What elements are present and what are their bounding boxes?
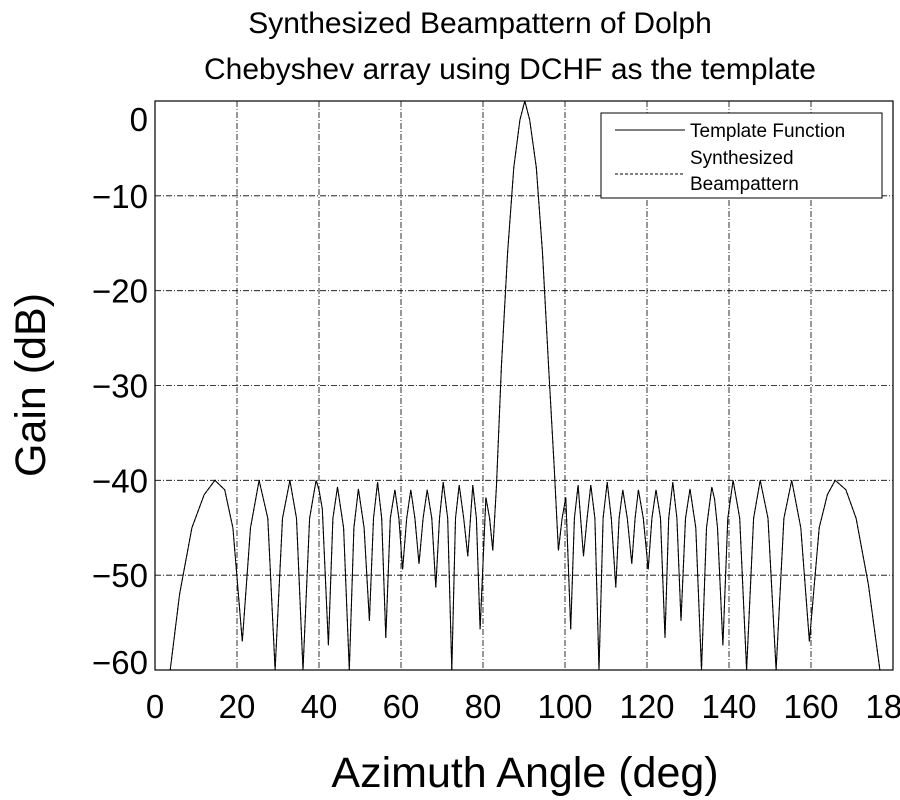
series-layer <box>169 101 881 670</box>
chart-title-line-2: Chebyshev array using DCHF as the templa… <box>204 53 816 86</box>
y-tick-label: 0 <box>130 101 148 138</box>
y-axis-label: Gain (dB) <box>7 293 55 477</box>
y-tick-label: −60 <box>92 644 148 681</box>
y-tick-label: −50 <box>92 557 148 594</box>
x-axis-label: Azimuth Angle (deg) <box>331 749 718 797</box>
x-tick-labels: 0 20 40 60 80 100 120 140 160 180 <box>146 688 900 725</box>
grid <box>155 101 893 670</box>
y-tick-labels: 0 −10 −20 −30 −40 −50 −60 <box>92 101 148 681</box>
y-tick-label: −20 <box>92 273 148 310</box>
y-tick-label: −40 <box>92 462 148 499</box>
legend-synthesized-line-2: Beampattern <box>690 174 799 195</box>
y-tick-label: −10 <box>92 178 148 215</box>
y-tick-label: −30 <box>92 368 148 405</box>
x-tick-label: 0 <box>146 688 164 725</box>
x-tick-label: 20 <box>219 688 256 725</box>
legend: Template Function Synthesized Beampatter… <box>600 112 883 199</box>
x-tick-label: 80 <box>465 688 502 725</box>
x-tick-label: 140 <box>701 688 756 725</box>
legend-box <box>600 112 883 199</box>
x-tick-label: 160 <box>783 688 838 725</box>
x-tick-label: 100 <box>537 688 592 725</box>
x-tick-label: 120 <box>619 688 674 725</box>
series-synthesized-beampattern <box>169 101 881 670</box>
x-tick-label: 60 <box>383 688 420 725</box>
legend-template-function: Template Function <box>690 121 845 142</box>
legend-synthesized-line-1: Synthesized <box>690 148 794 169</box>
plot-frame <box>154 100 894 671</box>
chart-title-line-1: Synthesized Beampattern of Dolph <box>248 7 712 40</box>
x-tick-label: 40 <box>301 688 338 725</box>
x-tick-label: 180 <box>865 688 900 725</box>
